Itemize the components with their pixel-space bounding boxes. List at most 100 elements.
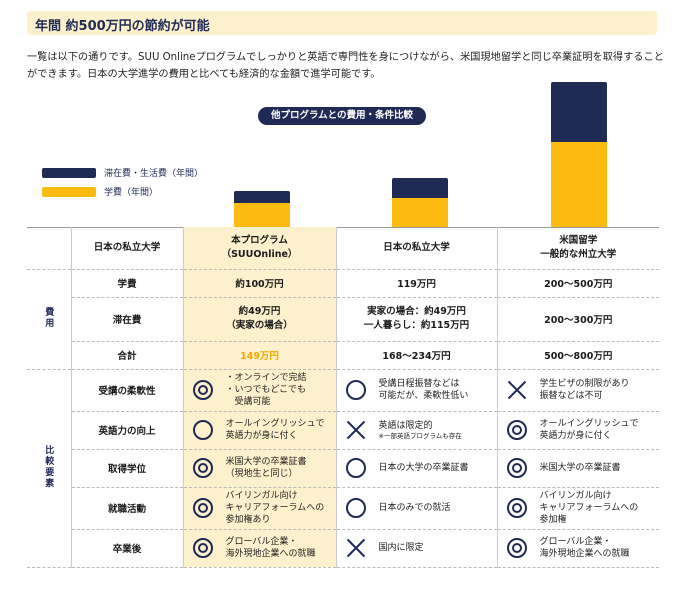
table-row: 比較要素 受講の柔軟性 ・オンラインで完結 ・いつでもどこでも 受講可能 受講日程振替… <box>27 369 659 568</box>
compare-text: 米国大学の卒業証書 <box>539 463 621 473</box>
compare-cell: 学生ビザの制限があり 振替などは不可 <box>497 369 659 412</box>
table-row: 就職活動 バイリンガル向け キャリアフォーラムへの 参加権あり 日本のみでの就活 バイ… <box>27 487 659 530</box>
row-label: 取得学位 <box>71 449 184 488</box>
comparison-table: 日本の私立大学 本プログラム （SUUOnline） 日本の私立大学 米国留学 … <box>27 227 659 568</box>
compare-cell: 日本のみでの就活 <box>336 487 498 530</box>
compare-text: 学生ビザの制限があり 振替などは不可 <box>539 379 630 401</box>
compare-text: 日本の大学の卒業証書 <box>378 463 469 473</box>
table-header-row: 日本の私立大学 本プログラム （SUUOnline） 日本の私立大学 米国留学 … <box>27 227 659 270</box>
cross-icon <box>506 379 528 401</box>
double-circle-icon <box>506 420 527 440</box>
cost-group-label: 費用 <box>43 306 54 329</box>
table-row-total: 合計 149万円 168〜234万円 500〜800万円 <box>27 341 659 370</box>
circle-icon <box>345 458 366 478</box>
compare-text: グローバル企業・ 海外現地企業への就職 <box>539 537 630 559</box>
bar-segment-living <box>551 81 607 143</box>
compare-cell: オールイングリッシュで 英語力が身に付く <box>183 411 337 450</box>
compare-group-cell: 比較要素 <box>27 369 72 568</box>
compare-group-label: 比較要素 <box>43 444 54 489</box>
row-label: 就職活動 <box>71 487 184 530</box>
total-cell: 149万円 <box>183 341 337 370</box>
row-label: 受講の柔軟性 <box>71 369 184 412</box>
double-circle-icon <box>506 458 527 478</box>
chart-bar-private-univ <box>392 178 448 227</box>
total-cell: 168〜234万円 <box>336 341 498 370</box>
compare-cell: 米国大学の卒業証書 （現地生と同じ） <box>183 449 337 488</box>
bar-segment-tuition <box>392 198 448 227</box>
chart-bar-us-state-univ <box>551 81 607 227</box>
compare-cell: バイリンガル向け キャリアフォーラムへの 参加権あり <box>183 487 337 530</box>
compare-text: オールイングリッシュで 英語力が身に付く <box>539 419 639 441</box>
cross-icon <box>345 419 367 441</box>
chart-title-pill: 他プログラムとの費用・条件比較 <box>258 107 426 125</box>
row-label: 滞在費 <box>71 297 184 342</box>
compare-cell: 国内に限定 <box>336 529 498 568</box>
row-label: 英語力の向上 <box>71 411 184 450</box>
column-header: 日本の私立大学 <box>336 227 498 270</box>
compare-note: ※一部英語プログラムも存在 <box>378 431 462 440</box>
circle-icon <box>345 498 366 518</box>
compare-text: 英語は限定的 ※一部英語プログラムも存在 <box>378 420 462 440</box>
double-circle-icon <box>192 380 213 400</box>
compare-cell: 英語は限定的 ※一部英語プログラムも存在 <box>336 411 498 450</box>
compare-text: 米国大学の卒業証書 （現地生と同じ） <box>225 457 307 479</box>
table-row: 費用 学費 約100万円 119万円 200〜500万円 <box>27 269 659 370</box>
double-circle-icon <box>506 538 527 558</box>
legend-swatch-living <box>42 168 96 178</box>
section-header: 年間 約500万円の節約が可能 <box>27 11 657 35</box>
legend-label-tuition: 学費（年間） <box>104 188 159 198</box>
cost-cell: 実家の場合：約49万円 一人暮らし：約115万円 <box>336 297 498 342</box>
compare-cell: グローバル企業・ 海外現地企業への就職 <box>497 529 659 568</box>
column-header-label: 本プログラム （SUUOnline） <box>221 234 298 260</box>
bar-segment-tuition <box>234 202 290 227</box>
compare-cell: 受講日程振替などは 可能だが、柔軟性低い <box>336 369 498 412</box>
circle-icon <box>345 380 366 400</box>
cost-cell: 200〜500万円 <box>497 269 659 298</box>
cost-cell: 119万円 <box>336 269 498 298</box>
compare-cell: ・オンラインで完結 ・いつでもどこでも 受講可能 <box>183 369 337 412</box>
double-circle-icon <box>192 498 213 518</box>
double-circle-icon <box>192 458 213 478</box>
compare-text: 受講日程振替などは 可能だが、柔軟性低い <box>378 379 469 401</box>
column-header-highlight: 本プログラム （SUUOnline） <box>183 227 337 270</box>
table-row: 取得学位 米国大学の卒業証書 （現地生と同じ） 日本の大学の卒業証書 米国大学の卒業証… <box>27 449 659 488</box>
row-label: 学費 <box>71 269 184 298</box>
cost-cell: 約49万円 （実家の場合） <box>183 297 337 342</box>
compare-cell: 米国大学の卒業証書 <box>497 449 659 488</box>
circle-icon <box>192 420 213 440</box>
compare-cell: グローバル企業・ 海外現地企業への就職 <box>183 529 337 568</box>
double-circle-icon <box>506 498 527 518</box>
table-row: 卒業後 グローバル企業・ 海外現地企業への就職 国内に限定 グローバル企業・ 海外現地… <box>27 529 659 568</box>
bar-segment-tuition <box>551 142 607 227</box>
compare-cell: バイリンガル向け キャリアフォーラムへの 参加権 <box>497 487 659 530</box>
intro-text: 一覧は以下の通りです。SUU Onlineプログラムでしっかりと英語で専門性を身… <box>27 52 664 80</box>
chart-bar-suuonline <box>234 190 290 227</box>
compare-text: バイリンガル向け キャリアフォーラムへの 参加権あり <box>225 491 325 525</box>
row-label: 卒業後 <box>71 529 184 568</box>
table-row: 英語力の向上 オールイングリッシュで 英語力が身に付く 英語は限定的 ※一部英語プログ… <box>27 411 659 450</box>
section-title: 年間 約500万円の節約が可能 <box>35 19 210 34</box>
cross-icon <box>345 537 367 559</box>
cost-group-cell: 費用 <box>27 269 72 370</box>
legend-swatch-tuition <box>42 187 96 197</box>
compare-cell: オールイングリッシュで 英語力が身に付く <box>497 411 659 450</box>
compare-text: グローバル企業・ 海外現地企業への就職 <box>225 537 316 559</box>
legend-label-living: 滞在費・生活費（年間） <box>104 169 204 179</box>
compare-cell: 日本の大学の卒業証書 <box>336 449 498 488</box>
compare-text: 国内に限定 <box>378 543 424 553</box>
compare-text: バイリンガル向け キャリアフォーラムへの 参加権 <box>539 491 639 525</box>
compare-text: ・オンラインで完結 ・いつでもどこでも 受講可能 <box>225 373 307 407</box>
compare-text: 日本のみでの就活 <box>378 503 451 513</box>
compare-text: オールイングリッシュで 英語力が身に付く <box>225 419 325 441</box>
column-header-label: 米国留学 一般的な州立大学 <box>540 234 617 260</box>
column-header: 日本の私立大学 <box>71 227 184 270</box>
cost-cell: 約100万円 <box>183 269 337 298</box>
cost-cell: 200〜300万円 <box>497 297 659 342</box>
bar-segment-living <box>392 178 448 199</box>
total-cell: 500〜800万円 <box>497 341 659 370</box>
table-corner <box>27 227 72 270</box>
double-circle-icon <box>192 538 213 558</box>
bar-segment-living <box>234 190 290 203</box>
row-label: 合計 <box>71 341 184 370</box>
column-header: 米国留学 一般的な州立大学 <box>497 227 659 270</box>
